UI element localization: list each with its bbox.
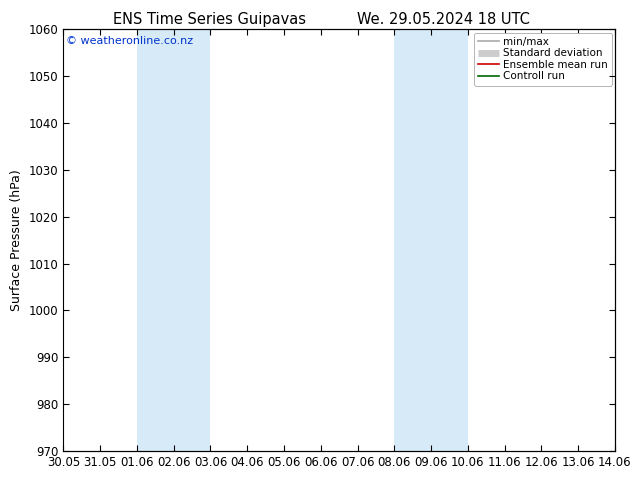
Text: We. 29.05.2024 18 UTC: We. 29.05.2024 18 UTC xyxy=(358,12,530,27)
Bar xyxy=(137,29,210,451)
Text: ENS Time Series Guipavas: ENS Time Series Guipavas xyxy=(113,12,306,27)
Bar xyxy=(394,29,468,451)
Y-axis label: Surface Pressure (hPa): Surface Pressure (hPa) xyxy=(10,169,23,311)
Legend: min/max, Standard deviation, Ensemble mean run, Controll run: min/max, Standard deviation, Ensemble me… xyxy=(474,32,612,86)
Text: © weatheronline.co.nz: © weatheronline.co.nz xyxy=(66,36,193,46)
